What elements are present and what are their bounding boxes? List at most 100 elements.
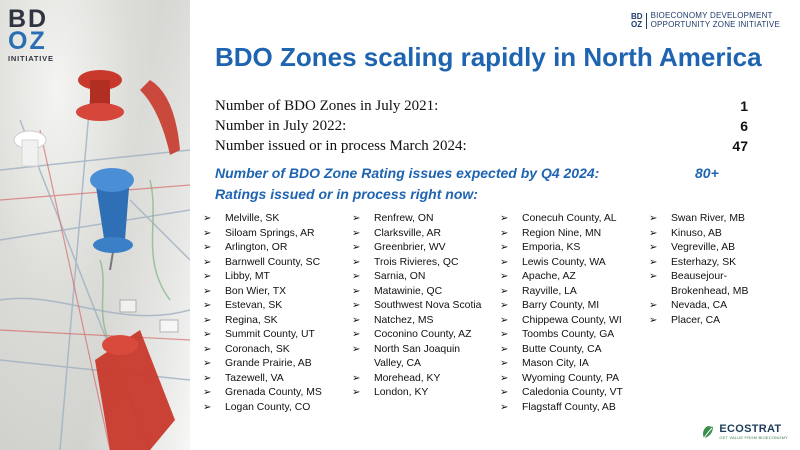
location-name: Conecuh County, AL [522,213,617,224]
list-item: ➢ Wyoming County, PA [500,372,640,387]
location-name: Sarnia, ON [374,271,426,282]
list-item: ➢ Caledonia County, VT [500,386,640,401]
location-name: Chippewa County, WI [522,314,622,326]
list-item: ➢ Apache, AZ [500,270,640,285]
location-name: Libby, MT [225,271,270,282]
locations-column-4: ➢ Swan River, MB ➢ Kinuso, AB ➢ Vegreville, A… [649,212,774,328]
bullet-arrow-icon: ➢ [203,242,212,253]
bullet-arrow-icon: ➢ [352,329,361,340]
location-name: Logan County, CO [225,401,311,413]
list-item: ➢ Esterhazy, SK [649,256,774,271]
bullet-arrow-icon: ➢ [500,213,509,224]
list-item: ➢ Trois Rivieres, QC [352,256,482,271]
location-name: Morehead, KY [374,372,441,384]
location-name: Renfrew, ON [374,213,434,224]
list-item: ➢ Arlington, OR [203,241,343,256]
map-photo: BD OZ INITIATIVE [0,0,190,450]
bullet-arrow-icon: ➢ [203,358,212,369]
bullet-arrow-icon: ➢ [203,329,212,340]
logo-line-1: BD [8,5,49,33]
bullet-arrow-icon: ➢ [649,213,658,224]
bullet-arrow-icon: ➢ [352,314,361,326]
location-name: Barnwell County, SC [225,256,321,268]
stat-label: Number issued or in process March 2024: [215,138,467,154]
location-name: Butte County, CA [522,343,602,355]
bullet-arrow-icon: ➢ [352,242,361,253]
mini-brand-text: BIOECONOMY DEVELOPMENT OPPORTUNITY ZONE … [650,11,780,29]
location-name: Arlington, OR [225,242,288,253]
location-name: Clarksville, AR [374,227,441,239]
mini-brand-mark: BD OZ [631,11,647,29]
expected-label: Number of BDO Zone Rating issues expecte… [215,165,600,181]
location-name: Region Nine, MN [522,227,602,239]
location-name: Kinuso, AB [671,227,722,239]
bullet-arrow-icon: ➢ [352,227,361,239]
list-item: ➢ Swan River, MB [649,212,774,227]
location-name: London, KY [374,387,429,398]
bullet-arrow-icon: ➢ [203,256,212,268]
location-name: Tazewell, VA [225,372,284,384]
logo-line-2: OZ [8,27,47,55]
list-item: ➢ North San Joaquin Valley, CA [352,343,482,372]
stat-row: Number issued or in process March 2024: … [215,136,750,156]
list-item: ➢ Siloam Springs, AR [203,227,343,242]
bullet-arrow-icon: ➢ [500,387,509,398]
list-item: ➢ Rayville, LA [500,285,640,300]
list-item: ➢ Beausejour-Brokenhead, MB [649,270,774,299]
page-title: BDO Zones scaling rapidly in North Ameri… [215,42,762,72]
expected-row: Number of BDO Zone Rating issues expecte… [215,163,735,184]
locations-column-1: ➢ Melville, SK ➢ Siloam Springs, AR ➢ Arlingt… [203,212,343,415]
in-process-row: Ratings issued or in process right now: [215,184,735,205]
bullet-arrow-icon: ➢ [500,401,509,413]
bullet-arrow-icon: ➢ [352,271,361,282]
bullet-arrow-icon: ➢ [500,285,509,297]
mini-brand-line-1: BIOECONOMY DEVELOPMENT [650,11,773,20]
bullet-arrow-icon: ➢ [352,285,361,297]
list-item: ➢ Logan County, CO [203,401,343,416]
bullet-arrow-icon: ➢ [500,271,509,282]
list-item: ➢ Vegreville, AB [649,241,774,256]
bullet-arrow-icon: ➢ [500,329,509,340]
list-item: ➢ Lewis County, WA [500,256,640,271]
location-name: Swan River, MB [671,213,745,224]
expected-value: 80+ [695,165,719,181]
list-item: ➢ Natchez, MS [352,314,482,329]
list-item: ➢ Grande Prairie, AB [203,357,343,372]
bullet-arrow-icon: ➢ [203,314,212,326]
stat-row: Number of BDO Zones in July 2021: 1 [215,96,750,116]
push-pin-map-image [0,70,190,450]
location-name: Apache, AZ [522,271,576,282]
stat-row: Number in July 2022: 6 [215,116,750,136]
list-item: ➢ Region Nine, MN [500,227,640,242]
list-item: ➢ Conecuh County, AL [500,212,640,227]
bullet-arrow-icon: ➢ [352,343,361,355]
bullet-arrow-icon: ➢ [203,271,212,282]
bullet-arrow-icon: ➢ [649,242,658,253]
bullet-arrow-icon: ➢ [203,213,212,224]
location-name: Mason City, IA [522,358,589,369]
location-name: Toombs County, GA [522,329,615,340]
bullet-arrow-icon: ➢ [500,227,509,239]
location-name: Nevada, CA [671,300,728,311]
in-process-label: Ratings issued or in process right now: [215,186,478,202]
location-name: Greenbrier, WV [374,242,446,253]
bullet-arrow-icon: ➢ [500,358,509,369]
list-item: ➢ Chippewa County, WI [500,314,640,329]
list-item: ➢ Summit County, UT [203,328,343,343]
location-name: Natchez, MS [374,314,434,326]
list-item: ➢ Butte County, CA [500,343,640,358]
list-item: ➢ Placer, CA [649,314,774,329]
stat-value: 1 [740,98,748,114]
location-name: Grenada County, MS [225,387,322,398]
bullet-arrow-icon: ➢ [649,227,658,239]
bullet-arrow-icon: ➢ [649,300,658,311]
location-name: Melville, SK [225,213,280,224]
bullet-arrow-icon: ➢ [352,256,361,268]
locations-column-2: ➢ Renfrew, ON ➢ Clarksville, AR ➢ Greenbrier,… [352,212,482,401]
list-item: ➢ Barnwell County, SC [203,256,343,271]
mini-brand-mark-1: BD [631,11,643,21]
stat-label: Number in July 2022: [215,118,347,134]
bullet-arrow-icon: ➢ [649,256,658,268]
location-name: Bon Wier, TX [225,285,287,297]
list-item: ➢ Flagstaff County, AB [500,401,640,416]
